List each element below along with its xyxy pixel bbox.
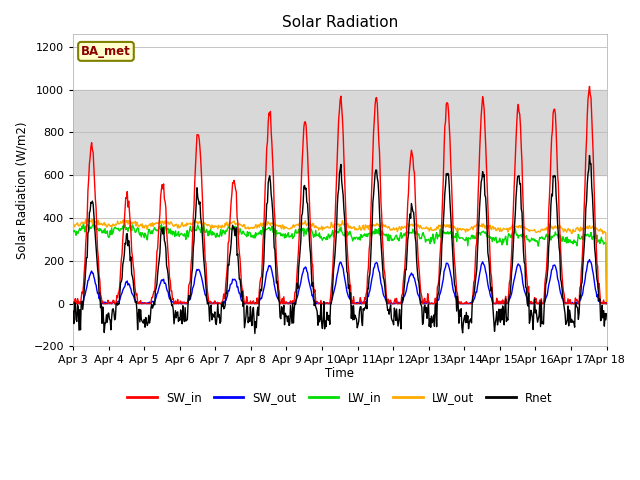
- Rnet: [216, 321, 224, 326]
- SW_in: [217, 300, 225, 306]
- SW_out: [217, 300, 225, 306]
- SW_in: [134, 300, 142, 306]
- SW_in: [603, 300, 611, 306]
- SW_out: [189, 286, 196, 291]
- SW_in: [421, 295, 429, 301]
- LW_out: [134, 223, 142, 229]
- LW_in: [421, 234, 429, 240]
- LW_out: [79, 220, 86, 226]
- SW_out: [69, 300, 77, 306]
- Rnet: [188, 271, 196, 276]
- SW_in: [79, 283, 87, 288]
- Rnet: [405, 219, 413, 225]
- Title: Solar Radiation: Solar Radiation: [282, 15, 398, 30]
- Rnet: [421, 302, 429, 308]
- Rnet: [69, 308, 77, 314]
- SW_in: [405, 170, 413, 176]
- LW_in: [217, 227, 225, 233]
- SW_in: [70, 300, 77, 306]
- SW_out: [405, 275, 413, 280]
- SW_in: [586, 84, 593, 89]
- LW_out: [405, 224, 413, 229]
- LW_in: [79, 226, 86, 232]
- Line: LW_out: LW_out: [73, 219, 607, 303]
- LW_out: [217, 223, 225, 229]
- Legend: SW_in, SW_out, LW_in, LW_out, Rnet: SW_in, SW_out, LW_in, LW_out, Rnet: [122, 387, 557, 409]
- Rnet: [603, 311, 611, 317]
- LW_out: [421, 226, 429, 231]
- SW_out: [71, 300, 79, 306]
- Line: LW_in: LW_in: [73, 223, 607, 303]
- Y-axis label: Solar Radiation (W/m2): Solar Radiation (W/m2): [15, 121, 28, 259]
- Bar: [73, 90, 607, 175]
- Rnet: [251, 331, 259, 336]
- SW_out: [586, 257, 593, 263]
- SW_out: [79, 298, 87, 304]
- SW_in: [189, 233, 196, 239]
- SW_in: [69, 299, 77, 305]
- Line: Rnet: Rnet: [73, 156, 607, 334]
- Rnet: [134, 327, 141, 333]
- LW_in: [603, 300, 611, 306]
- LW_in: [134, 226, 142, 232]
- X-axis label: Time: Time: [325, 367, 355, 380]
- Line: SW_out: SW_out: [73, 260, 607, 303]
- LW_in: [189, 227, 196, 233]
- LW_in: [69, 228, 77, 234]
- SW_out: [603, 300, 611, 306]
- LW_out: [84, 216, 92, 222]
- Rnet: [79, 307, 86, 312]
- Text: BA_met: BA_met: [81, 45, 131, 58]
- LW_out: [189, 222, 196, 228]
- SW_out: [421, 300, 429, 305]
- Rnet: [586, 153, 593, 158]
- LW_out: [69, 221, 77, 227]
- LW_in: [405, 230, 413, 236]
- Line: SW_in: SW_in: [73, 86, 607, 303]
- LW_out: [603, 300, 611, 306]
- SW_out: [134, 300, 142, 306]
- LW_in: [89, 220, 97, 226]
